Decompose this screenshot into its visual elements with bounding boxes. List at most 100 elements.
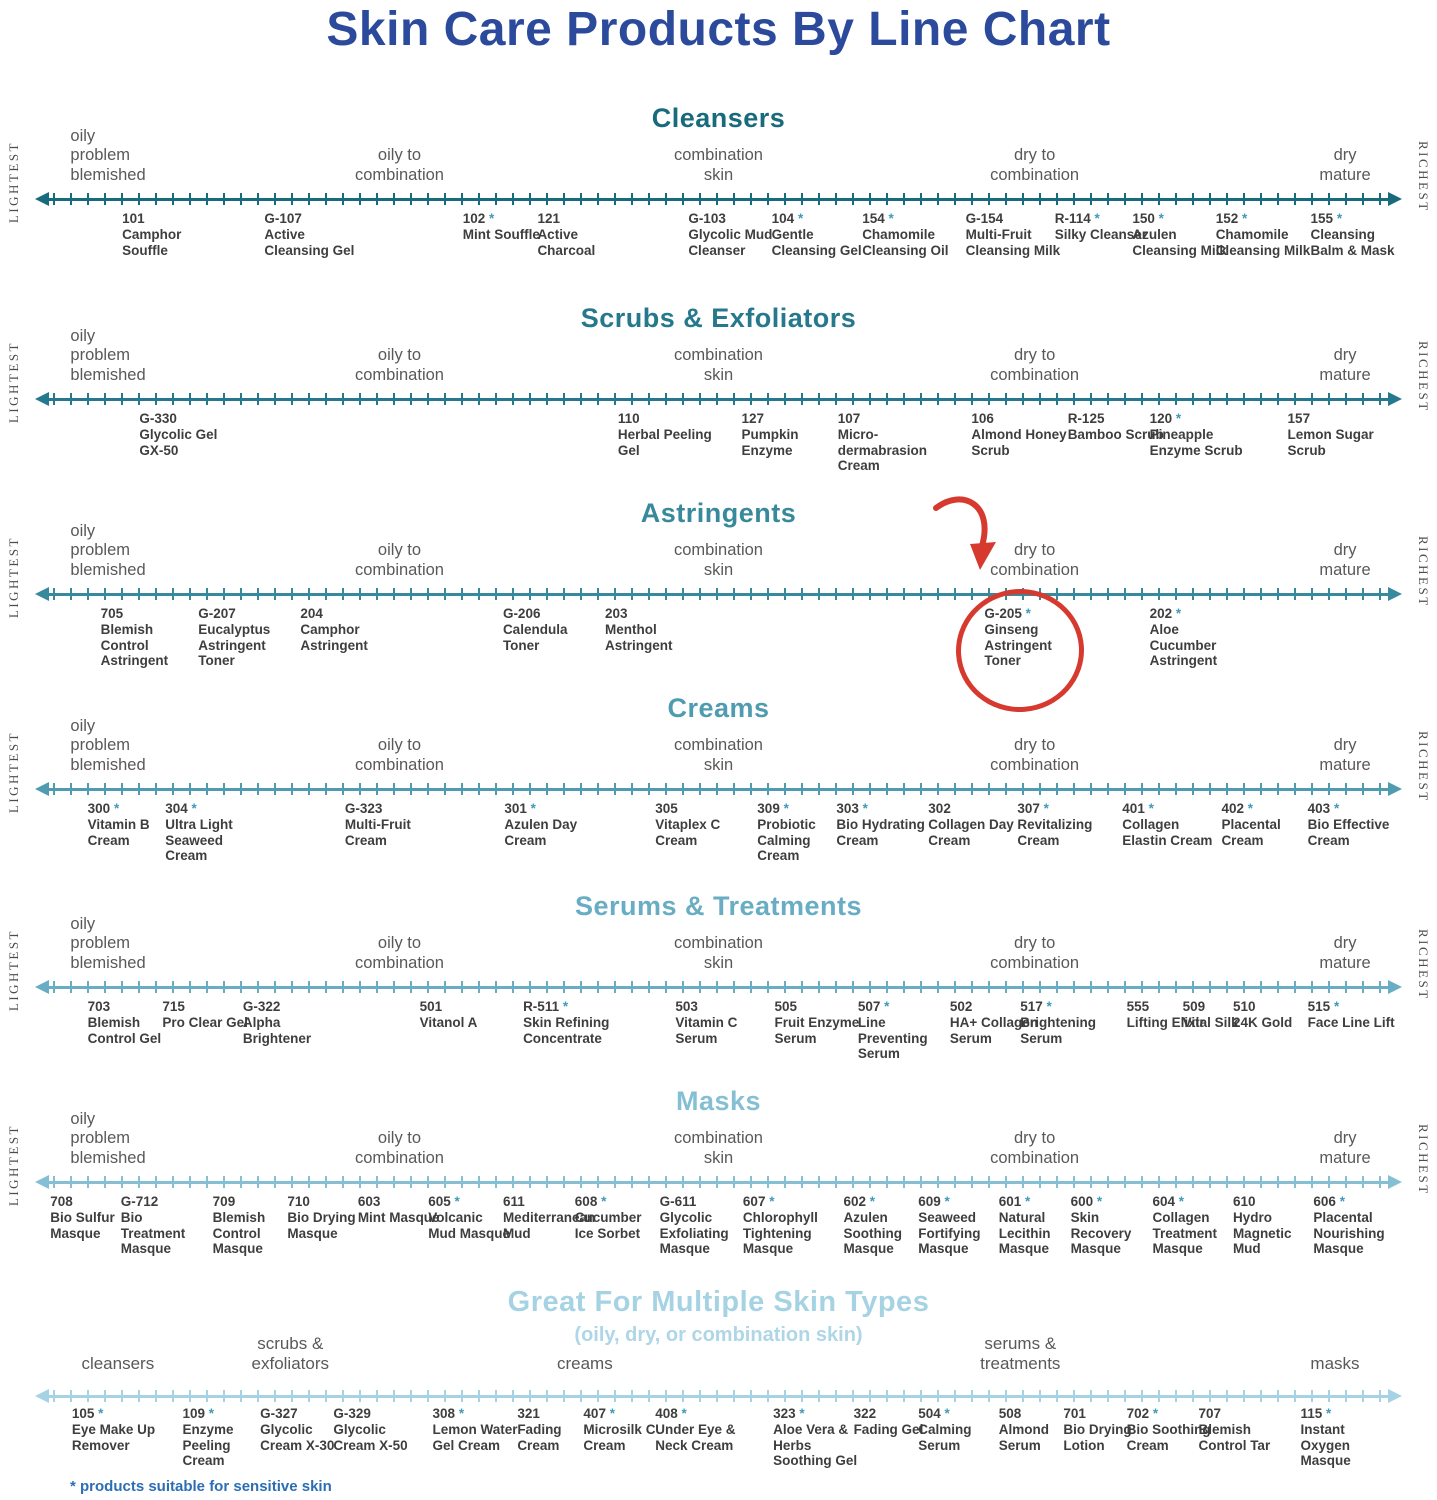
product-name: Active Cleansing Gel <box>264 226 355 258</box>
product-name: Camphor Astringent <box>300 621 368 653</box>
product-503: 503 Vitamin C Serum <box>675 999 771 1046</box>
product-code: 605 <box>428 1194 451 1209</box>
product-code-line: 601 * <box>999 1194 1081 1210</box>
product-name: Lifting Elixir <box>1126 1014 1205 1030</box>
product-308: 308 * Lemon Water Gel Cream <box>433 1406 519 1453</box>
product-code: 610 <box>1232 1194 1256 1209</box>
product-154: 154 * Chamomile Cleansing Oil <box>862 211 958 258</box>
section-title: Scrubs & Exfoliators <box>580 303 857 333</box>
richness-axis <box>35 979 1402 995</box>
richness-axis <box>35 1388 1402 1404</box>
section-title: Creams <box>667 693 770 723</box>
product-code-line: 701 <box>1063 1406 1149 1422</box>
product-name: Glycolic Exfoliating Masque <box>659 1209 729 1257</box>
product-name: Blemish Control Tar <box>1198 1421 1271 1453</box>
highlight-arrow <box>933 496 996 570</box>
sensitive-star-icon: * <box>880 999 890 1014</box>
product-code: 705 <box>100 606 124 621</box>
product-code: 102 <box>462 211 486 226</box>
axis-richest-label: RICHEST <box>1416 341 1431 413</box>
product-G-207: G-207 Eucalyptus Astringent Toner <box>198 606 294 669</box>
sensitive-star-icon: * <box>559 999 569 1014</box>
product-code-line: 709 <box>213 1194 295 1210</box>
skin-type-label: oily problem blemished <box>70 914 146 972</box>
product-code-line: 152 * <box>1216 211 1312 227</box>
product-303: 303 * Bio Hydrating Cream <box>836 801 932 848</box>
product-name: Volcanic Mud Masque <box>428 1209 510 1241</box>
sensitive-star-icon: * <box>1175 1194 1185 1209</box>
sensitive-star-icon: * <box>1335 1194 1345 1209</box>
sensitive-star-icon: * <box>485 211 495 226</box>
product-G-330: G-330 Glycolic Gel GX-50 <box>139 411 235 458</box>
product-name: Placental Cream <box>1221 816 1281 848</box>
section-cleansers: Cleansers oily problem blemished oily to c… <box>0 103 1437 299</box>
product-code: 106 <box>971 411 994 426</box>
product-code: 708 <box>50 1194 73 1209</box>
product-name: Pineapple Enzyme Scrub <box>1149 426 1243 458</box>
skin-type-label: combination skin <box>674 541 763 579</box>
product-G-712: G-712 Bio Treatment Masque <box>121 1194 203 1257</box>
axis-richest-label: RICHEST <box>1416 536 1431 608</box>
product-G-154: G-154 Multi-Fruit Cleansing Milk <box>966 211 1062 258</box>
product-408: 408 * Under Eye & Neck Cream <box>655 1406 741 1453</box>
product-name: Probiotic Calming Cream <box>757 816 816 864</box>
product-code: 107 <box>837 411 861 426</box>
section-masks: Masks oily problem blemished oily to combi… <box>0 1086 1437 1282</box>
sensitive-star-icon: * <box>110 801 120 816</box>
product-150: 150 * Azulen Cleansing Milk <box>1132 211 1228 258</box>
product-code: R-511 <box>523 999 560 1014</box>
product-name: Azulen Cleansing Milk <box>1132 226 1227 258</box>
product-name: Collagen Treatment Masque <box>1152 1209 1217 1257</box>
product-code: 309 <box>757 801 780 816</box>
skin-type-label: combination skin <box>674 736 763 774</box>
product-code: 515 <box>1307 999 1331 1014</box>
product-606: 606 * Placental Nourishing Masque <box>1313 1194 1395 1257</box>
product-name: Mediterranean Mud <box>502 1209 596 1241</box>
product-name: Lemon Sugar Scrub <box>1287 426 1374 458</box>
skin-type-label: dry mature <box>1319 934 1371 972</box>
product-517: 517 * Brightening Serum <box>1020 999 1116 1046</box>
product-code-line: 323 * <box>773 1406 859 1422</box>
product-code-line: 120 * <box>1150 411 1246 427</box>
product-code: 402 <box>1221 801 1244 816</box>
product-106: 106 Almond Honey Scrub <box>971 411 1067 458</box>
product-code: 607 <box>742 1194 766 1209</box>
product-name: Pumpkin Enzyme <box>741 426 799 458</box>
sensitive-star-icon: * <box>1144 801 1154 816</box>
product-code-line: 102 * <box>463 211 559 227</box>
product-code-line: 104 * <box>772 211 868 227</box>
product-name: Natural Lecithin Masque <box>998 1209 1051 1257</box>
product-502: 502 HA+ Collagen Serum <box>950 999 1046 1046</box>
product-code: 709 <box>212 1194 236 1209</box>
sensitive-star-icon: * <box>450 1194 460 1209</box>
product-name: Bio Hydrating Cream <box>836 816 925 848</box>
product-code: 710 <box>287 1194 310 1209</box>
skin-type-label: scrubs & exfoliators <box>251 1333 330 1373</box>
skin-type-label: dry mature <box>1319 346 1371 384</box>
product-code: 609 <box>918 1194 941 1209</box>
product-401: 401 * Collagen Elastin Cream <box>1122 801 1218 848</box>
product-name: Chamomile Cleansing Oil <box>862 226 949 258</box>
axis-ticks <box>53 588 1384 600</box>
product-code: 110 <box>617 411 640 426</box>
product-name: 24K Gold <box>1232 1014 1293 1030</box>
skin-type-label: oily problem blemished <box>70 716 146 774</box>
section-scrubs-exfoliators: Scrubs & Exfoliators oily problem blemish… <box>0 303 1437 499</box>
product-code-line: 710 <box>287 1194 369 1210</box>
product-110: 110 Herbal Peeling Gel <box>618 411 714 458</box>
product-name: Bio Sulfur Masque <box>50 1209 115 1241</box>
axis-richest-label: RICHEST <box>1416 1124 1431 1196</box>
product-code: 408 <box>655 1406 678 1421</box>
product-code: 603 <box>357 1194 381 1209</box>
product-name: Line Preventing Serum <box>857 1014 928 1062</box>
axis-ticks <box>53 1176 1384 1188</box>
product-name: Azulen Day Cream <box>504 816 578 848</box>
product-109: 109 * Enzyme Peeling Cream <box>182 1406 268 1469</box>
skin-type-label: dry mature <box>1319 541 1371 579</box>
product-code-line: 703 <box>88 999 184 1015</box>
sensitive-star-icon: * <box>455 1406 465 1421</box>
product-code: 203 <box>604 606 628 621</box>
product-code: 407 <box>583 1406 606 1421</box>
sensitive-star-icon: * <box>1149 1406 1159 1421</box>
product-code-line: G-322 <box>243 999 339 1015</box>
